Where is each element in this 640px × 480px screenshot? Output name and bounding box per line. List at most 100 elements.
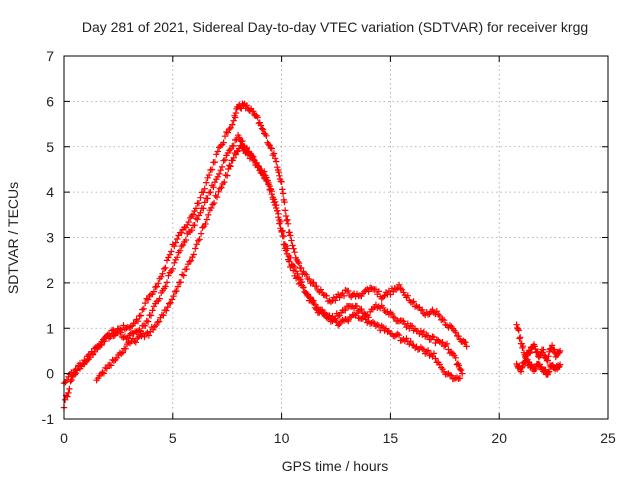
x-tick-label: 5: [169, 430, 177, 446]
data-point-track-A: [67, 378, 74, 385]
data-point-track-B: [416, 330, 423, 337]
data-point-track-B: [188, 226, 195, 234]
data-point-track-C: [395, 332, 403, 339]
data-point-track-A: [168, 248, 175, 255]
data-point-track-A: [332, 297, 339, 304]
data-point-track-C: [374, 321, 381, 328]
data-point-track-C: [232, 151, 240, 158]
data-point-track-C: [448, 372, 455, 379]
data-point-track-A: [340, 292, 348, 300]
data-point-track-E: [546, 368, 553, 375]
data-point-track-C: [426, 352, 433, 359]
data-point-track-E: [532, 365, 539, 373]
data-point-track-A: [258, 125, 266, 132]
data-point-track-C: [438, 364, 445, 371]
data-point-track-C: [179, 271, 186, 278]
data-point-track-C: [275, 214, 282, 221]
data-point-track-A: [184, 221, 191, 229]
data-point-track-C: [300, 284, 307, 291]
data-point-track-D: [551, 346, 558, 353]
data-point-track-A: [158, 273, 165, 280]
data-point-track-A: [165, 254, 172, 261]
data-point-track-A: [286, 229, 293, 236]
data-point-track-C: [197, 230, 205, 237]
data-point-track-C: [151, 323, 158, 330]
data-point-track-B: [211, 178, 219, 186]
data-point-track-A: [455, 333, 462, 340]
data-point-track-C: [134, 335, 141, 342]
data-point-track-C: [125, 339, 132, 346]
data-point-track-B: [387, 309, 394, 316]
x-tick-label: 25: [600, 430, 616, 446]
data-point-track-A: [172, 239, 179, 246]
data-point-track-B: [217, 167, 224, 174]
data-point-track-A: [214, 148, 221, 155]
data-point-track-C: [255, 163, 262, 170]
data-point-track-D: [519, 343, 527, 350]
data-point-track-C: [202, 220, 209, 228]
data-point-track-C: [167, 299, 174, 306]
data-point-track-B: [226, 147, 233, 154]
data-point-track-C: [259, 171, 267, 179]
data-point-track-B: [195, 212, 203, 219]
data-point-track-D: [548, 342, 556, 349]
data-point-track-C: [378, 322, 385, 330]
data-point-track-A: [404, 292, 411, 299]
data-point-track-C: [406, 340, 413, 348]
data-point-track-B: [391, 314, 398, 322]
data-point-track-D: [516, 335, 523, 342]
data-point-track-A: [397, 285, 404, 292]
data-point-track-C: [180, 272, 187, 279]
data-point-track-C: [212, 192, 219, 199]
data-point-track-C: [141, 333, 148, 341]
data-point-track-A: [279, 190, 287, 197]
data-point-track-C: [168, 296, 176, 303]
data-point-track-A: [197, 194, 204, 201]
data-point-track-C: [319, 306, 326, 313]
data-point-track-C: [171, 288, 179, 295]
data-point-track-C: [177, 279, 184, 286]
data-point-track-B: [442, 342, 449, 349]
data-point-track-C: [439, 366, 446, 373]
data-point-track-B: [388, 310, 396, 317]
y-tick-label: 5: [46, 139, 54, 155]
data-point-track-A: [163, 257, 171, 264]
data-point-track-A: [232, 114, 239, 121]
data-point-track-C: [195, 237, 202, 244]
data-point-track-A: [256, 119, 263, 126]
data-point-track-A: [281, 198, 288, 206]
data-point-track-C: [199, 224, 206, 231]
data-point-track-C: [187, 257, 195, 264]
data-point-track-A: [65, 389, 72, 397]
data-point-track-C: [379, 324, 387, 331]
data-point-track-C: [113, 354, 121, 362]
data-point-track-C: [423, 348, 430, 355]
chart-title: Day 281 of 2021, Sidereal Day-to-day VTE…: [82, 19, 588, 35]
data-point-track-B: [439, 339, 446, 346]
data-point-track-B: [459, 370, 466, 377]
data-point-track-C: [210, 199, 218, 207]
data-point-track-A: [330, 294, 337, 301]
data-point-track-B: [227, 145, 234, 153]
data-point-track-B: [381, 307, 388, 314]
data-point-track-A: [274, 164, 281, 171]
data-point-track-A: [342, 286, 349, 294]
data-point-track-A: [185, 218, 192, 226]
data-point-track-B: [455, 362, 463, 369]
data-point-track-C: [277, 218, 284, 225]
data-point-track-B: [169, 265, 176, 272]
data-point-track-C: [294, 270, 301, 277]
data-point-track-C: [361, 313, 368, 320]
data-point-track-B: [147, 312, 155, 319]
data-point-track-B: [220, 157, 227, 164]
data-point-track-A: [263, 132, 270, 139]
data-point-track-B: [89, 351, 97, 358]
data-point-track-B: [63, 376, 71, 384]
data-point-track-E: [518, 364, 525, 372]
data-point-track-B: [197, 209, 204, 216]
data-point-track-B: [144, 318, 152, 325]
data-point-track-C: [152, 322, 160, 329]
data-point-track-A: [345, 287, 352, 295]
data-point-track-A: [174, 235, 181, 243]
data-point-track-B: [176, 247, 184, 254]
